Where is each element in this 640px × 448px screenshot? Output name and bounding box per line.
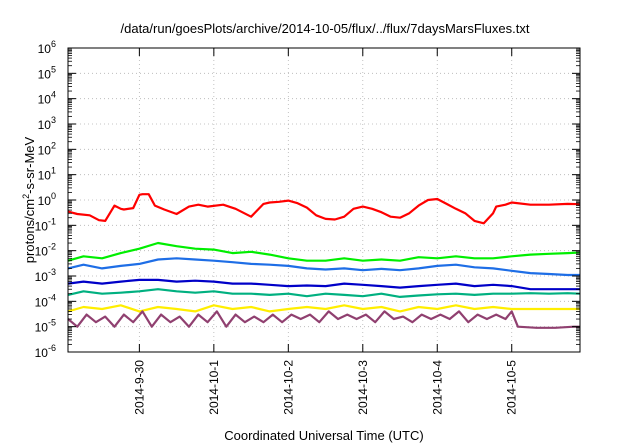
y-tick-label: 10-3: [35, 267, 56, 284]
y-axis-label-sup: 2: [21, 194, 31, 199]
x-tick-label: 2014-10-2: [281, 360, 295, 415]
y-tick-label: 105: [38, 64, 56, 81]
series-line-5: [67, 288, 581, 298]
x-tick-label: 2014-9-30: [132, 360, 146, 415]
series-group: [67, 193, 581, 329]
chart-title: /data/run/goesPlots/archive/2014-10-05/f…: [121, 21, 530, 36]
y-tick-label: 10-5: [35, 318, 56, 335]
y-tick-label: 10-4: [35, 292, 56, 309]
series-line-6: [67, 304, 580, 313]
y-tick-label: 10-1: [35, 216, 56, 233]
series-line-4: [67, 278, 580, 291]
y-tick-label: 10-2: [35, 242, 56, 259]
x-axis-label: Coordinated Universal Time (UTC): [224, 428, 423, 443]
axes: 10-6 10-5 10-4 10-3 10-2 10-1 100 101 102 103 104 1…: [35, 39, 580, 415]
y-tick-label: 100: [38, 191, 56, 208]
y-axis-label-suffix: -s-sr-MeV: [22, 136, 37, 193]
y-tick-label: 103: [38, 115, 56, 132]
grid: [68, 48, 580, 352]
y-axis-label: protons/cm2-s-sr-MeV: [21, 136, 37, 263]
series-line-2: [67, 241, 581, 262]
series-line-7: [67, 310, 580, 329]
x-tick-label: 2014-10-3: [356, 360, 370, 415]
y-axis-label-prefix: protons/cm: [22, 199, 37, 263]
y-tick-label: 10-6: [35, 343, 56, 360]
series-line-1: [67, 193, 581, 225]
x-tick-label: 2014-10-5: [505, 360, 519, 415]
x-tick-label: 2014-10-1: [207, 360, 221, 415]
y-tick-label: 104: [38, 90, 56, 107]
y-tick-label: 106: [38, 39, 56, 56]
x-tick-label: 2014-10-4: [430, 360, 444, 415]
series-line-3: [67, 257, 580, 277]
y-tick-label: 101: [38, 166, 56, 183]
y-tick-label: 102: [38, 140, 56, 157]
